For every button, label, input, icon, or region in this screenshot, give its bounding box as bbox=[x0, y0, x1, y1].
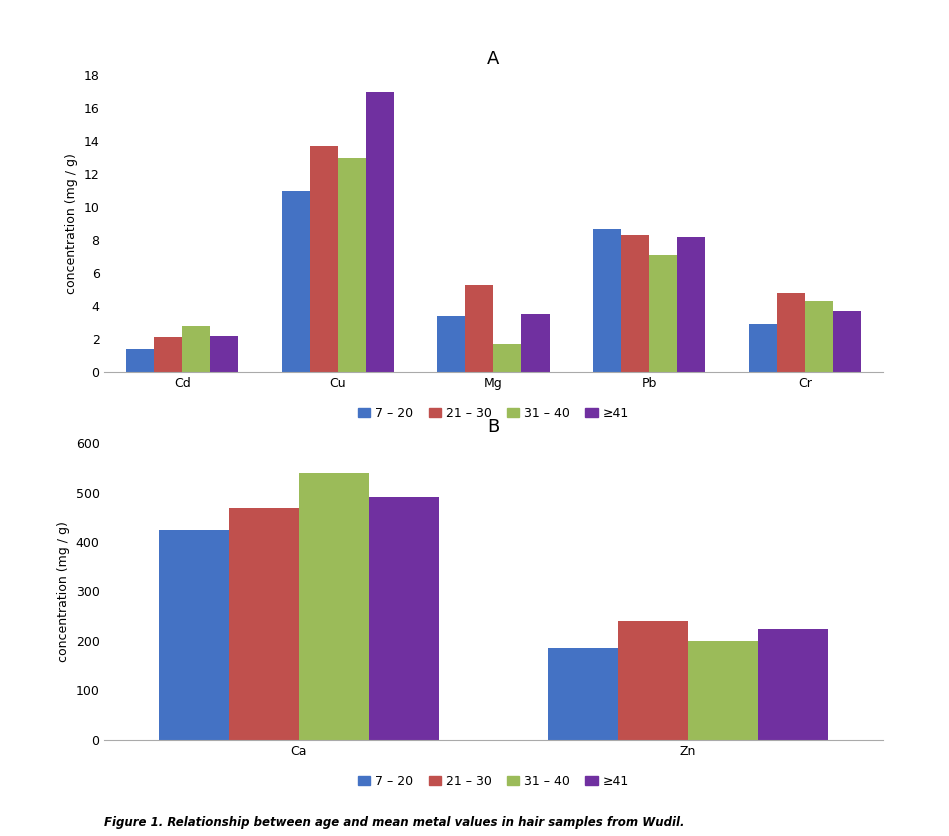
Y-axis label: concentration (mg / g): concentration (mg / g) bbox=[65, 153, 78, 294]
Text: Figure 1. Relationship between age and mean metal values in hair samples from Wu: Figure 1. Relationship between age and m… bbox=[104, 816, 685, 829]
Bar bbox=[229, 508, 299, 740]
Bar bbox=[522, 314, 549, 372]
Y-axis label: concentration (mg / g): concentration (mg / g) bbox=[57, 521, 70, 662]
Bar bbox=[621, 235, 649, 372]
Legend: 7 – 20, 21 – 30, 31 – 40, ≥41: 7 – 20, 21 – 30, 31 – 40, ≥41 bbox=[353, 770, 634, 793]
Bar bbox=[493, 344, 522, 372]
Bar bbox=[749, 324, 776, 372]
Bar bbox=[158, 530, 229, 740]
Bar bbox=[126, 349, 154, 372]
Bar bbox=[366, 92, 394, 372]
Bar bbox=[649, 255, 678, 372]
Bar bbox=[618, 621, 688, 740]
Bar bbox=[299, 473, 369, 740]
Bar bbox=[282, 191, 309, 372]
Bar bbox=[465, 284, 493, 372]
Title: A: A bbox=[487, 50, 500, 68]
Bar bbox=[688, 641, 758, 740]
Bar bbox=[211, 336, 238, 372]
Bar bbox=[758, 629, 828, 740]
Title: B: B bbox=[488, 418, 499, 436]
Bar bbox=[369, 497, 439, 740]
Legend: 7 – 20, 21 – 30, 31 – 40, ≥41: 7 – 20, 21 – 30, 31 – 40, ≥41 bbox=[353, 402, 634, 426]
Bar bbox=[593, 228, 621, 372]
Bar bbox=[805, 301, 833, 372]
Bar bbox=[678, 237, 705, 372]
Bar bbox=[776, 293, 805, 372]
Bar bbox=[154, 338, 182, 372]
Bar bbox=[437, 316, 465, 372]
Bar bbox=[309, 146, 338, 372]
Bar bbox=[548, 649, 618, 740]
Bar bbox=[182, 326, 211, 372]
Bar bbox=[833, 311, 861, 372]
Bar bbox=[338, 158, 366, 372]
